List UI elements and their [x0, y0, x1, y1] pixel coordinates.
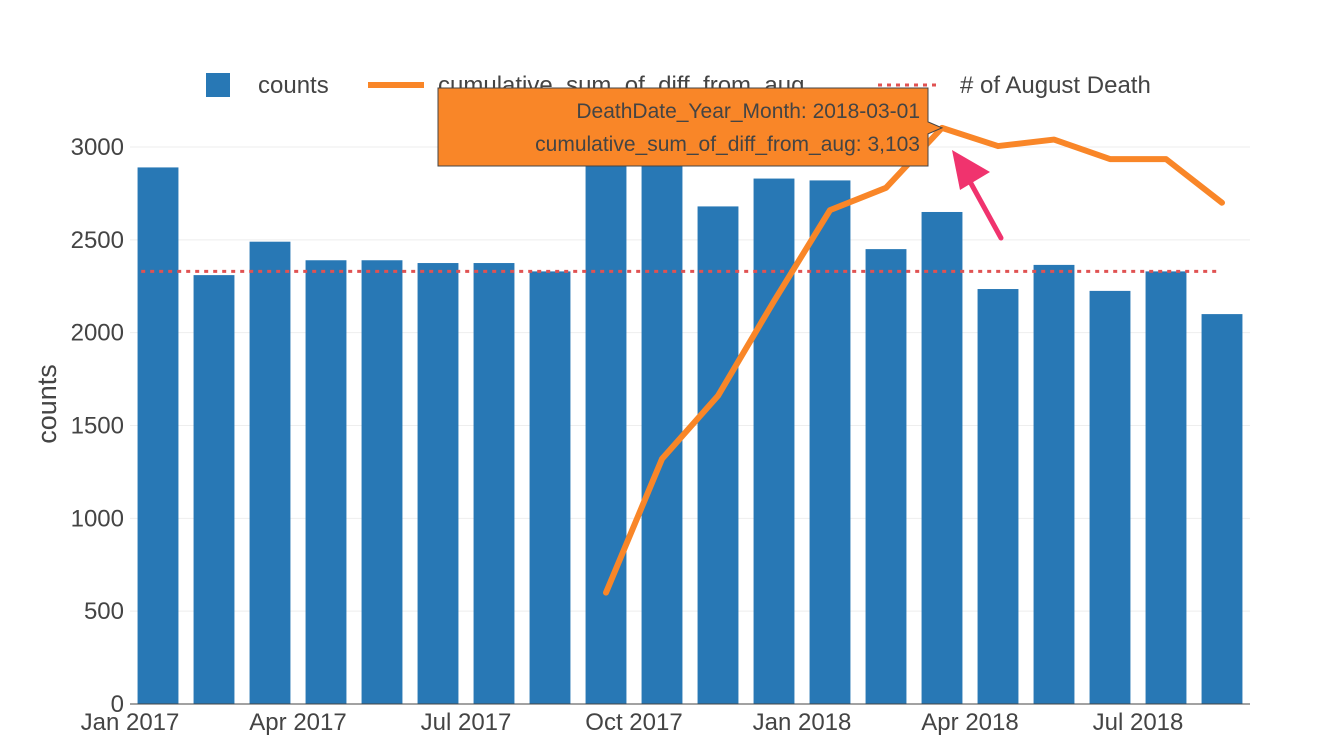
bar [1033, 264, 1075, 704]
bar [1089, 290, 1131, 704]
tooltip-box [437, 87, 944, 167]
bar-series [137, 156, 1243, 705]
bar [529, 271, 571, 704]
bar [809, 180, 851, 705]
bar [977, 289, 1019, 704]
bar [641, 156, 683, 705]
gridlines [130, 146, 1250, 612]
x-tick-label: Oct 2017 [585, 709, 682, 736]
bar [361, 260, 403, 704]
pointer-arrow-annotation [952, 150, 1004, 241]
x-tick-label: Apr 2018 [921, 709, 1018, 736]
bar [865, 249, 907, 704]
bar [193, 275, 235, 704]
x-tick-label: Jan 2017 [81, 709, 180, 736]
x-tick-label: Jul 2018 [1093, 709, 1184, 736]
x-tick-label: Apr 2017 [249, 709, 346, 736]
tooltip-line-value: cumulative_sum_of_diff_from_aug: 3,103 [535, 133, 920, 156]
y-axis-title: counts [32, 364, 62, 444]
bar [1201, 314, 1243, 704]
arrow-shaft [965, 175, 1004, 241]
y-axis-ticks: 0 500 1000 1500 2000 2500 3000 [71, 134, 124, 718]
bar [753, 178, 795, 704]
x-tick-label: Jul 2017 [421, 709, 512, 736]
y-tick-label: 1500 [71, 413, 124, 440]
legend-label-counts: counts [258, 72, 329, 99]
tooltip-line-date: DeathDate_Year_Month: 2018-03-01 [576, 100, 920, 123]
arrow-head [952, 150, 990, 190]
legend-swatch-counts [206, 73, 230, 97]
x-tick-label: Jan 2018 [753, 709, 852, 736]
y-tick-label: 2000 [71, 320, 124, 347]
y-tick-label: 3000 [71, 134, 124, 161]
y-tick-label: 2500 [71, 227, 124, 254]
bar [305, 260, 347, 704]
y-tick-label: 500 [84, 598, 124, 625]
bar [585, 156, 627, 705]
y-tick-label: 0 [111, 691, 124, 718]
bar [249, 241, 291, 704]
bar [417, 263, 459, 704]
x-axis-ticks: Jan 2017 Apr 2017 Jul 2017 Oct 2017 Jan 2018… [81, 709, 1184, 736]
legend-label-august-death: # of August Death [960, 72, 1151, 99]
bar [473, 263, 515, 704]
bar [697, 206, 739, 704]
bar [1145, 271, 1187, 704]
hover-tooltip: DeathDate_Year_Month: 2018-03-01 cumulati… [437, 87, 944, 167]
bar [921, 211, 963, 704]
y-tick-label: 1000 [71, 505, 124, 532]
bar [137, 167, 179, 704]
